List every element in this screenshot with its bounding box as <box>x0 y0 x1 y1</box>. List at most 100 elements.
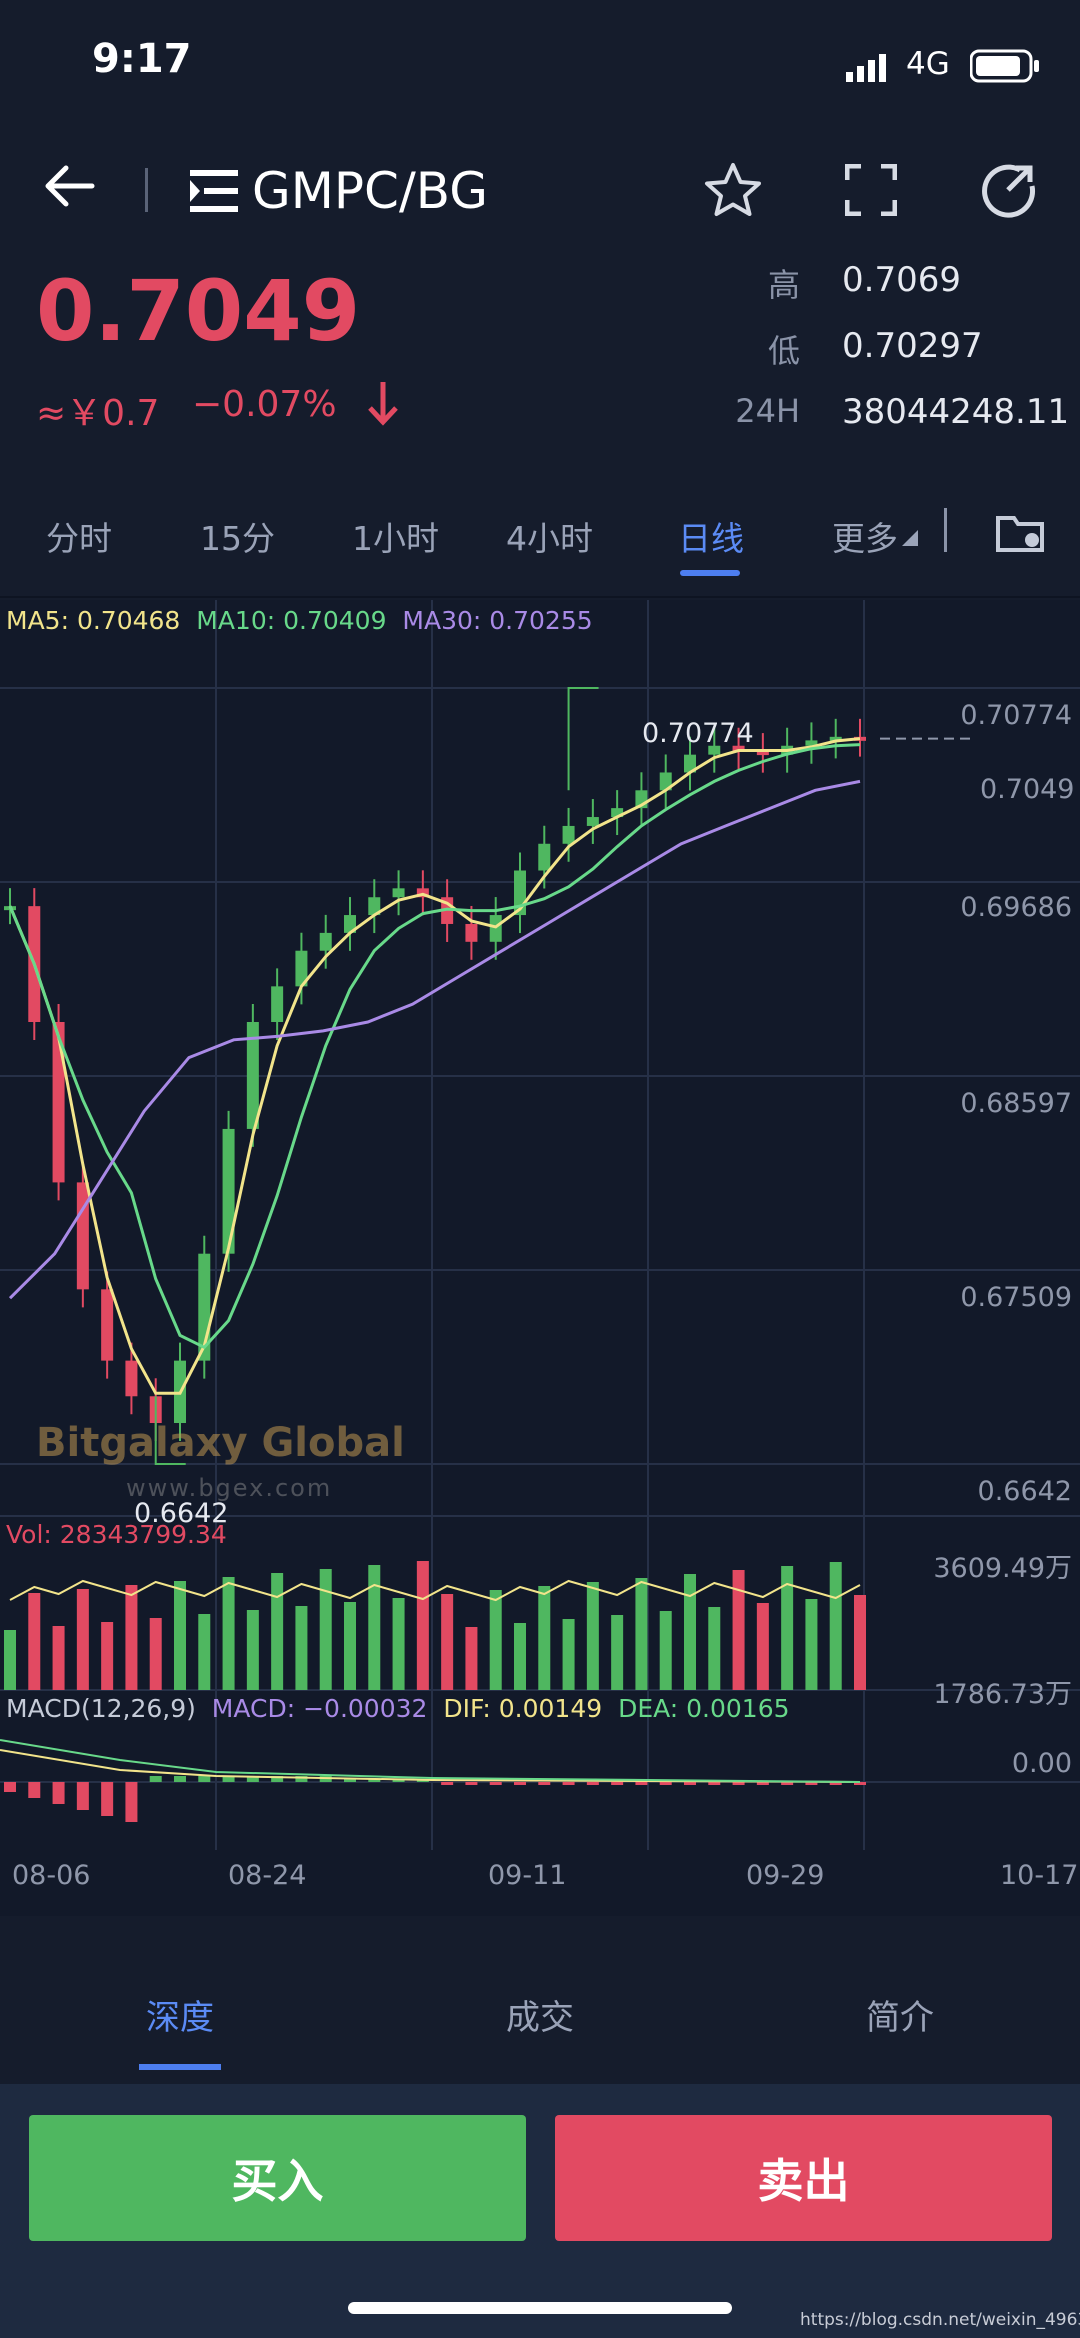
candle-body <box>271 986 284 1022</box>
share-icon[interactable] <box>980 162 1036 222</box>
kline-chart[interactable] <box>0 600 1080 1916</box>
volume-bar <box>319 1569 332 1690</box>
ma10-line <box>8 743 861 1350</box>
high-label: 高 <box>767 266 800 304</box>
header-divider <box>145 168 148 212</box>
candle-body <box>125 1360 138 1397</box>
macd-bar <box>611 1782 624 1785</box>
volume-bar <box>368 1565 381 1690</box>
buy-button[interactable]: 买入 <box>29 2115 526 2241</box>
candle-body <box>538 843 551 871</box>
sell-button[interactable]: 卖出 <box>555 2115 1052 2241</box>
macd-bar <box>101 1782 114 1816</box>
macd-legend: MACD(12,26,9) MACD: −0.00032 DIF: 0.0014… <box>6 1694 790 1723</box>
x-tick: 08-06 <box>12 1860 91 1891</box>
volume-bar <box>149 1618 162 1690</box>
candle-body <box>732 745 745 752</box>
volume-bar <box>781 1566 794 1690</box>
tab-depth[interactable]: 深度 <box>146 1998 214 2038</box>
volume-24h-value: 38044248.11 <box>842 392 1070 432</box>
macd-title: MACD(12,26,9) <box>6 1694 196 1723</box>
tab-intro[interactable]: 简介 <box>866 1998 934 2038</box>
volume-bar <box>465 1627 478 1690</box>
pair-list-icon[interactable] <box>190 170 238 216</box>
macd-bar <box>514 1782 526 1785</box>
cny-approx: ≈￥0.7 <box>36 393 160 434</box>
macd-bar <box>732 1782 745 1785</box>
macd-bar <box>392 1779 405 1782</box>
candle-body <box>708 745 721 755</box>
x-tick: 09-11 <box>488 1860 567 1891</box>
ma10-value: MA10: 0.70409 <box>196 606 387 635</box>
macd-bar <box>441 1782 454 1785</box>
macd-bar <box>198 1776 211 1782</box>
volume-bar <box>562 1619 575 1690</box>
x-tick: 09-29 <box>746 1860 825 1891</box>
volume-24h-label: 24H <box>735 392 800 430</box>
candle-body <box>52 1021 65 1183</box>
x-tick: 10-17 <box>1000 1860 1079 1891</box>
macd-bar <box>538 1782 551 1785</box>
volume-bar <box>76 1589 89 1690</box>
status-time: 9:17 <box>92 36 192 82</box>
low-value: 0.70297 <box>842 326 983 366</box>
candle-body <box>756 751 769 756</box>
y-tick: 0.69686 <box>960 892 1072 923</box>
tab-4hour[interactable]: 4小时 <box>506 519 593 558</box>
volume-bar <box>854 1595 866 1690</box>
watermark-brand: Bitgalaxy Global <box>36 1420 405 1466</box>
dea-line <box>0 1739 861 1783</box>
tab-trades[interactable]: 成交 <box>506 1998 574 2038</box>
macd-bar <box>344 1779 356 1782</box>
candle-body <box>319 932 332 951</box>
tab-1hour[interactable]: 1小时 <box>352 519 439 558</box>
chart-settings-icon[interactable] <box>996 510 1046 556</box>
candle-body <box>368 897 381 916</box>
last-price-tag: 0.7049 <box>980 774 1075 805</box>
candle-body <box>101 1289 114 1361</box>
dea-value: DEA: 0.00165 <box>618 1694 790 1723</box>
candle-body <box>562 825 575 844</box>
change-percent: −0.07% <box>192 384 337 425</box>
pair-title[interactable]: GMPC/BG <box>252 162 488 220</box>
y-tick: 0.6642 <box>977 1476 1072 1507</box>
volume-bar <box>514 1623 526 1690</box>
star-icon[interactable] <box>704 162 762 222</box>
volume-bar <box>52 1626 65 1690</box>
y-tick: 0.70774 <box>960 700 1072 731</box>
home-indicator[interactable] <box>348 2302 732 2314</box>
candle-body <box>684 754 696 773</box>
volume-bar <box>125 1585 138 1690</box>
x-tick: 08-24 <box>228 1860 307 1891</box>
candle-body <box>76 1182 89 1290</box>
volume-bar <box>708 1607 721 1690</box>
back-arrow-icon[interactable] <box>42 162 96 214</box>
high-value: 0.7069 <box>842 260 961 300</box>
dif-value: DIF: 0.00149 <box>443 1694 603 1723</box>
low-label: 低 <box>767 332 800 370</box>
y-tick: 0.67509 <box>960 1282 1072 1313</box>
fullscreen-icon[interactable] <box>844 163 898 220</box>
volume-bar <box>489 1590 502 1690</box>
period-tabs <box>0 480 1080 598</box>
last-price: 0.7049 <box>36 262 361 360</box>
volume-bar <box>246 1610 259 1690</box>
down-arrow-icon <box>366 380 400 430</box>
tab-daily[interactable]: 日线 <box>678 519 744 558</box>
candle-body <box>659 772 672 791</box>
tab-more[interactable]: 更多 <box>832 519 898 558</box>
ma5-line <box>8 737 861 1395</box>
tab-timeline[interactable]: 分时 <box>46 519 112 558</box>
macd-bar <box>684 1782 696 1785</box>
macd-bar <box>271 1776 284 1782</box>
volume-bar <box>416 1561 429 1690</box>
ma-legend: MA5: 0.70468 MA10: 0.70409 MA30: 0.70255 <box>6 606 593 635</box>
network-type: 4G <box>906 46 950 82</box>
macd-bar <box>125 1782 138 1822</box>
volume-bar <box>4 1630 16 1690</box>
volume-bar <box>684 1574 696 1690</box>
candle-body <box>829 736 842 741</box>
tab-15min[interactable]: 15分 <box>200 519 275 558</box>
volume-bar <box>295 1606 308 1690</box>
macd-bar <box>756 1782 769 1785</box>
